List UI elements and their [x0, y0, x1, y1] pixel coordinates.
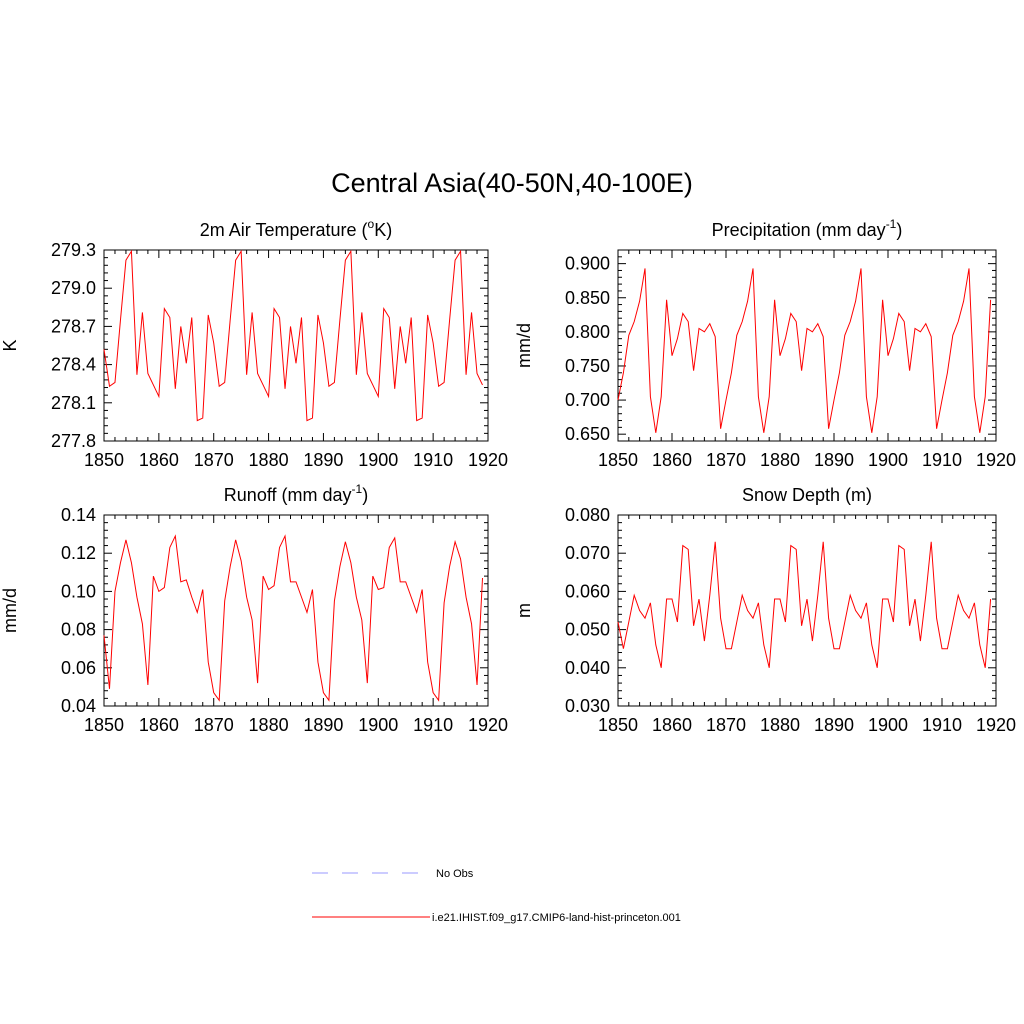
- y-tick-label: 0.04: [61, 696, 96, 716]
- x-tick-label: 1920: [976, 715, 1016, 735]
- y-tick-label: 0.12: [61, 543, 96, 563]
- plot-frame: [617, 514, 997, 707]
- series-line: [617, 268, 992, 433]
- legend: No Obs i.e21.IHIST.f09_g17.CMIP6-land-hi…: [312, 868, 681, 924]
- y-tick-label: 0.060: [565, 581, 610, 601]
- panel-title: Precipitation (mm day-1): [712, 217, 903, 240]
- x-tick-label: 1860: [652, 450, 692, 470]
- legend-label-model: i.e21.IHIST.f09_g17.CMIP6-land-hist-prin…: [432, 912, 681, 924]
- x-tick-label: 1910: [413, 715, 453, 735]
- x-tick-label: 1890: [303, 450, 343, 470]
- x-tick-label: 1880: [760, 450, 800, 470]
- series-line: [617, 541, 992, 668]
- y-tick-label: 0.070: [565, 543, 610, 563]
- chart-panel-2: 1850 1860 1870 1880 1890 1900 1910 1920 0.04 0.06…: [0, 482, 508, 735]
- x-tick-label: 1900: [358, 450, 398, 470]
- x-tick-label: 1860: [139, 715, 179, 735]
- x-tick-label: 1900: [868, 450, 908, 470]
- x-tick-label: 1860: [139, 450, 179, 470]
- x-tick-label: 1890: [303, 715, 343, 735]
- y-tick-label: 0.750: [565, 356, 610, 376]
- x-tick-label: 1850: [84, 450, 124, 470]
- x-tick-label: 1870: [194, 715, 234, 735]
- panel-title-superscript: -1: [352, 482, 363, 496]
- x-tick-label: 1850: [598, 450, 638, 470]
- x-tick-label: 1880: [249, 450, 289, 470]
- series-line: [103, 249, 483, 422]
- y-tick-label: 279.0: [51, 278, 96, 298]
- y-axis-label: mm/d: [0, 588, 20, 633]
- x-tick-label: 1920: [468, 715, 508, 735]
- panel-title: Runoff (mm day-1): [224, 482, 368, 505]
- y-tick-label: 0.800: [565, 322, 610, 342]
- panel-title-text: 2m Air Temperature (: [200, 220, 368, 240]
- x-tick-label: 1920: [976, 450, 1016, 470]
- x-tick-label: 1870: [194, 450, 234, 470]
- y-tick-label: 0.850: [565, 288, 610, 308]
- y-tick-label: 0.040: [565, 658, 610, 678]
- y-tick-label: 0.650: [565, 424, 610, 444]
- x-tick-label: 1870: [706, 715, 746, 735]
- x-tick-label: 1870: [706, 450, 746, 470]
- panel-title-superscript: o: [368, 217, 375, 231]
- y-tick-label: 278.7: [51, 316, 96, 336]
- y-tick-label: 278.1: [51, 393, 96, 413]
- panel-title-suffix: ): [896, 220, 902, 240]
- panel-title-superscript: -1: [886, 217, 897, 231]
- x-tick-label: 1910: [922, 715, 962, 735]
- chart-panel-3: 1850 1860 1870 1880 1890 1900 1910 1920 0.030 0.0…: [514, 485, 1016, 735]
- y-tick-label: 0.06: [61, 658, 96, 678]
- chart-panel-0: 1850 1860 1870 1880 1890 1900 1910 1920 277.8 278…: [0, 217, 508, 470]
- x-tick-label: 1850: [598, 715, 638, 735]
- x-tick-label: 1850: [84, 715, 124, 735]
- panel-title-suffix: K): [374, 220, 392, 240]
- legend-label-no-obs: No Obs: [436, 868, 474, 880]
- y-tick-label: 279.3: [51, 240, 96, 260]
- y-tick-label: 0.08: [61, 620, 96, 640]
- panel-title: Snow Depth (m): [742, 485, 872, 505]
- plot-frame: [103, 249, 489, 442]
- y-tick-label: 0.14: [61, 505, 96, 525]
- panel-title: 2m Air Temperature (oK): [200, 217, 392, 240]
- y-tick-label: 0.050: [565, 620, 610, 640]
- x-tick-label: 1910: [413, 450, 453, 470]
- panel-title-text: Precipitation (mm day: [712, 220, 886, 240]
- chart-panel-1: 1850 1860 1870 1880 1890 1900 1910 1920 0.650 0.7…: [514, 217, 1016, 470]
- x-tick-label: 1910: [922, 450, 962, 470]
- plot-frame: [103, 514, 489, 707]
- x-tick-label: 1920: [468, 450, 508, 470]
- y-axis-label: m: [514, 603, 534, 618]
- x-tick-label: 1900: [358, 715, 398, 735]
- y-tick-label: 278.4: [51, 355, 96, 375]
- x-tick-label: 1900: [868, 715, 908, 735]
- x-tick-label: 1880: [249, 715, 289, 735]
- y-axis-label: K: [0, 339, 20, 351]
- y-tick-label: 0.700: [565, 390, 610, 410]
- x-tick-label: 1890: [814, 715, 854, 735]
- panel-title-text: Snow Depth (m): [742, 485, 872, 505]
- y-axis-label: mm/d: [514, 323, 534, 368]
- y-tick-label: 0.10: [61, 581, 96, 601]
- x-tick-label: 1890: [814, 450, 854, 470]
- y-tick-label: 0.080: [565, 505, 610, 525]
- panel-title-suffix: ): [362, 485, 368, 505]
- y-tick-label: 0.900: [565, 254, 610, 274]
- y-tick-label: 0.030: [565, 696, 610, 716]
- figure-title: Central Asia(40-50N,40-100E): [331, 168, 693, 198]
- panel-title-text: Runoff (mm day: [224, 485, 352, 505]
- x-tick-label: 1860: [652, 715, 692, 735]
- series-line: [103, 534, 484, 702]
- y-tick-label: 277.8: [51, 431, 96, 451]
- x-tick-label: 1880: [760, 715, 800, 735]
